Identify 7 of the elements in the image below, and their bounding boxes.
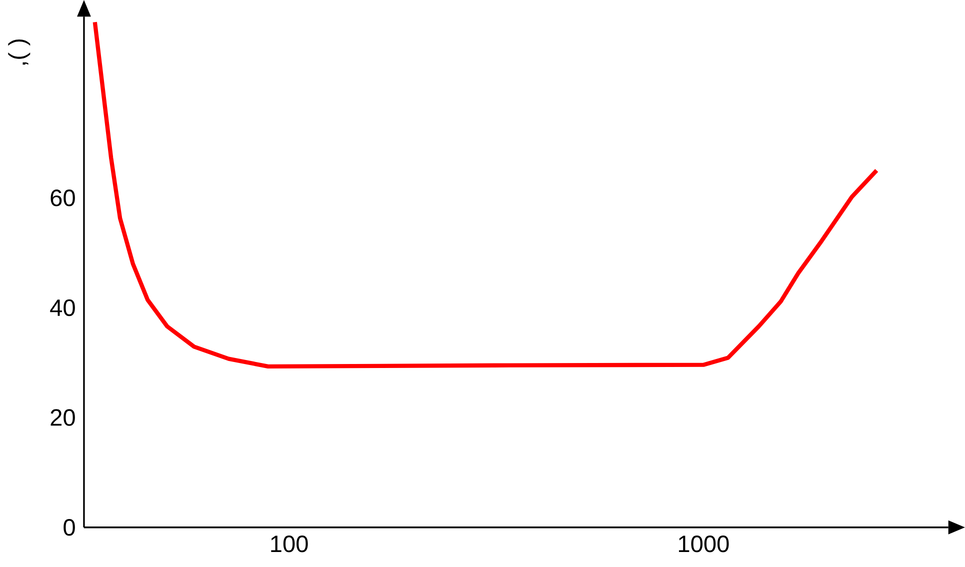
x-tick-label: 1000 <box>678 536 729 552</box>
y-tick-label: 20 <box>50 409 75 426</box>
x-tick-label: 100 <box>271 536 308 552</box>
y-axis-title: ,( ) <box>8 40 30 65</box>
y-tick-label: 40 <box>50 299 75 316</box>
y-tick-label: 60 <box>50 190 75 206</box>
y-tick-label: 0 <box>64 519 75 536</box>
